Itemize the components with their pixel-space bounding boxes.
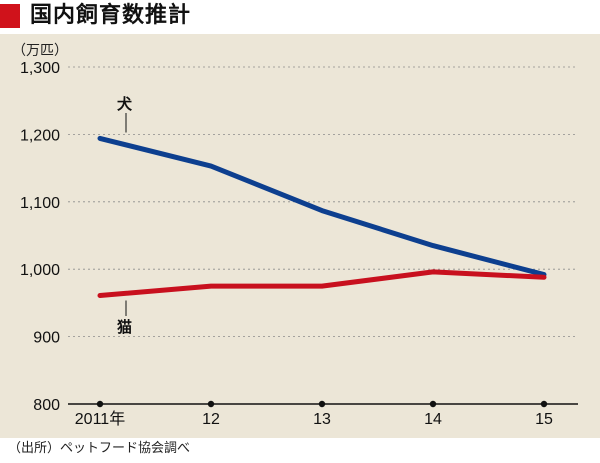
title-accent-mark [0,4,20,28]
x-tick-dot-2 [318,400,326,408]
series-line-cat [97,269,547,298]
source-note: （出所）ペットフード協会調べ [8,441,191,456]
x-tick-dot-0 [96,400,104,408]
y-tick-label-1200: 1,200 [20,127,60,144]
series-line-dog [97,135,547,278]
chart-title: 国内飼育数推計 [30,3,192,28]
series-label-dog: 犬 [117,95,133,113]
y-tick-label-1100: 1,100 [20,195,60,212]
x-tick-dot-3 [429,400,437,408]
plot-background [0,34,600,438]
y-tick-label-800: 800 [33,397,60,414]
x-tick-label-3: 14 [424,411,442,428]
title-bar: 国内飼育数推計 [0,0,600,34]
x-tick-label-2: 13 [313,411,331,428]
y-tick-label-900: 900 [33,330,60,347]
x-tick-dot-4 [540,400,548,408]
y-tick-label-1000: 1,000 [20,262,60,279]
x-tick-dot-1 [207,400,215,408]
x-tick-label-0: 2011年 [75,410,125,428]
series-label-cat: 猫 [117,318,132,336]
y-tick-label-1300: 1,300 [20,60,60,77]
x-tick-label-4: 15 [535,411,553,428]
x-tick-label-1: 12 [202,411,220,428]
y-axis-unit-label: （万匹） [12,43,68,59]
